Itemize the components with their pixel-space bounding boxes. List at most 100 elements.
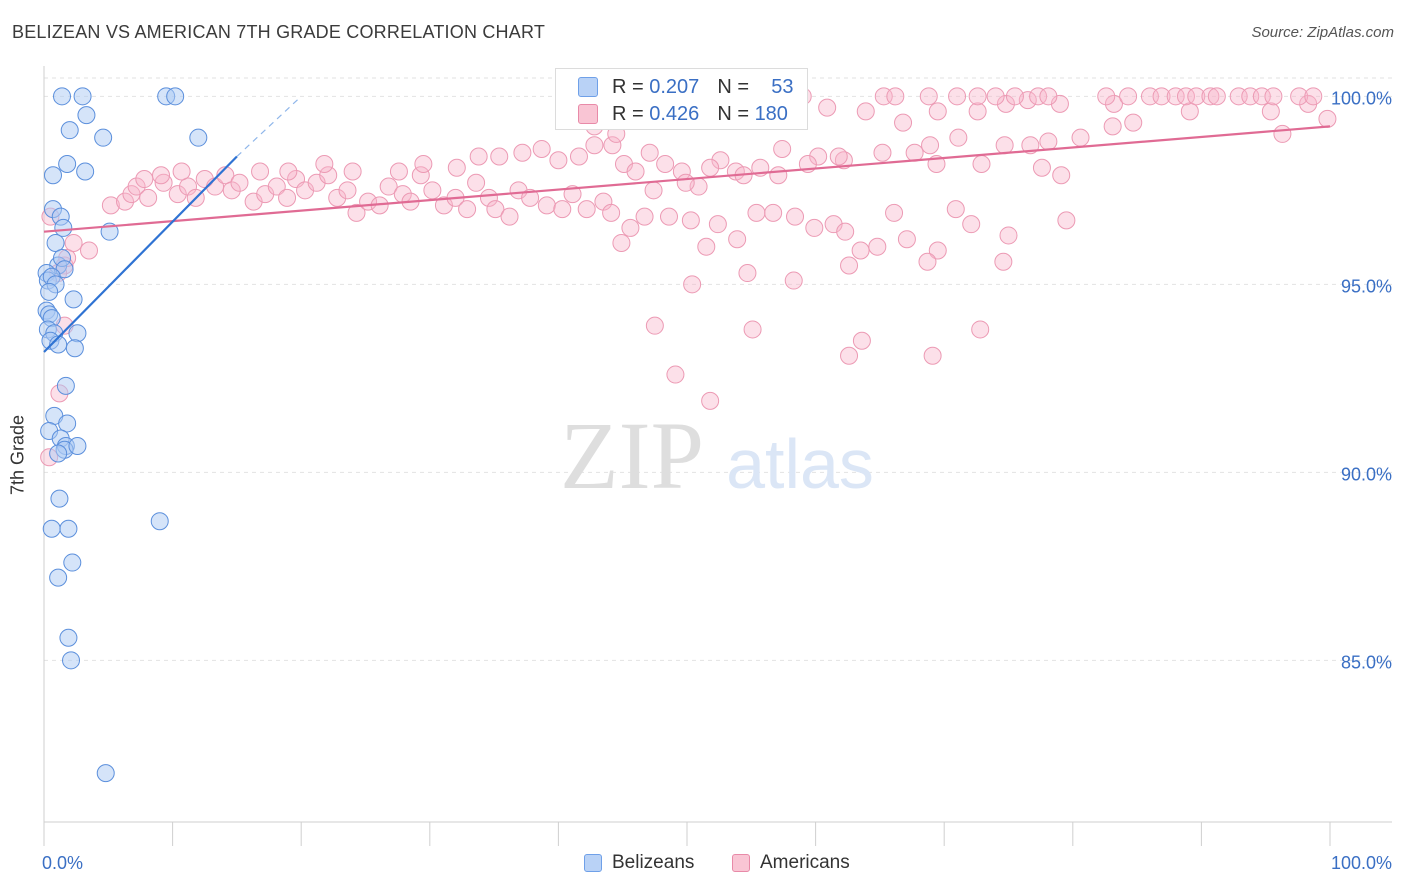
stats-legend: R = 0.207 N = 53 R = 0.426 N = 180 bbox=[555, 68, 808, 130]
source-credit: Source: ZipAtlas.com bbox=[1251, 24, 1394, 41]
american-point bbox=[135, 170, 154, 189]
tick-labels: 85.0% 90.0% 95.0% 100.0% 0.0% 100.0% bbox=[42, 88, 1392, 873]
american-point bbox=[946, 200, 965, 219]
belizean-point bbox=[49, 568, 68, 587]
american-point bbox=[996, 94, 1015, 113]
american-point bbox=[1052, 166, 1071, 185]
american-point bbox=[764, 203, 783, 222]
american-point bbox=[968, 102, 987, 121]
belizean-point bbox=[58, 155, 77, 173]
american-point bbox=[251, 162, 270, 181]
american-point bbox=[640, 143, 659, 162]
american-point bbox=[769, 166, 788, 185]
r-label: R = bbox=[612, 102, 644, 125]
american-point bbox=[1039, 132, 1058, 151]
american-point bbox=[644, 181, 663, 200]
belizeans-swatch bbox=[578, 77, 598, 97]
american-point bbox=[569, 147, 588, 166]
american-point bbox=[868, 237, 887, 256]
american-point bbox=[747, 203, 766, 222]
legend-label-americans: Americans bbox=[760, 852, 850, 873]
american-point bbox=[537, 196, 556, 215]
american-point bbox=[127, 177, 146, 196]
american-point bbox=[172, 162, 191, 181]
american-point bbox=[786, 207, 805, 226]
american-point bbox=[1318, 109, 1337, 128]
belizean-point bbox=[73, 87, 92, 106]
american-point bbox=[152, 166, 171, 185]
american-point bbox=[64, 233, 83, 252]
american-point bbox=[80, 241, 99, 260]
legend-item-americans[interactable]: Americans bbox=[732, 852, 850, 874]
american-point bbox=[479, 188, 498, 207]
belizean-point bbox=[189, 128, 208, 147]
american-point bbox=[1039, 87, 1058, 106]
american-point bbox=[230, 173, 249, 192]
belizean-point bbox=[62, 651, 81, 670]
y-tick-label: 85.0% bbox=[1341, 652, 1392, 672]
american-point bbox=[1261, 102, 1280, 121]
r-label: R = bbox=[612, 75, 644, 98]
stats-row-americans: R = 0.426 N = 180 bbox=[578, 102, 788, 126]
american-point bbox=[1207, 87, 1226, 106]
americans-swatch bbox=[578, 104, 598, 124]
american-point bbox=[222, 181, 241, 200]
legend-item-belizeans[interactable]: Belizeans bbox=[584, 852, 694, 874]
american-point bbox=[635, 207, 654, 226]
american-point bbox=[905, 143, 924, 162]
american-point bbox=[347, 203, 366, 222]
belizeans-trend-line bbox=[43, 155, 238, 353]
american-point bbox=[1180, 102, 1199, 121]
american-point bbox=[840, 346, 859, 365]
american-point bbox=[490, 147, 509, 166]
american-point bbox=[379, 177, 398, 196]
belizean-point bbox=[64, 290, 83, 309]
american-point bbox=[139, 188, 158, 207]
american-point bbox=[656, 155, 675, 173]
belizean-point bbox=[150, 512, 169, 531]
american-point bbox=[1290, 87, 1309, 106]
n-value-belizeans: 53 bbox=[771, 75, 794, 98]
american-point bbox=[743, 320, 762, 339]
american-point bbox=[894, 113, 913, 132]
american-point bbox=[683, 275, 702, 294]
american-point bbox=[315, 155, 334, 173]
american-point bbox=[829, 147, 848, 166]
trend-lines bbox=[43, 95, 1331, 353]
american-point bbox=[928, 241, 947, 260]
american-point bbox=[577, 200, 596, 219]
belizean-point bbox=[59, 628, 78, 647]
american-point bbox=[928, 102, 947, 121]
belizean-point bbox=[53, 87, 72, 106]
american-point bbox=[101, 196, 120, 215]
n-label: N = bbox=[717, 102, 749, 125]
legend-label-belizeans: Belizeans bbox=[612, 852, 695, 873]
american-point bbox=[962, 215, 981, 234]
belizean-point bbox=[50, 489, 69, 508]
american-point bbox=[676, 173, 695, 192]
american-point bbox=[711, 151, 730, 170]
american-point bbox=[728, 230, 747, 249]
axes bbox=[43, 66, 1392, 846]
belizean-point bbox=[42, 519, 61, 538]
american-point bbox=[852, 331, 871, 350]
belizean-point bbox=[166, 87, 185, 106]
american-point bbox=[621, 218, 640, 237]
belizean-point bbox=[65, 339, 84, 358]
belizean-point bbox=[46, 233, 65, 252]
american-point bbox=[1124, 113, 1143, 132]
american-point bbox=[500, 207, 519, 226]
american-point bbox=[738, 264, 757, 283]
american-point bbox=[701, 391, 720, 410]
american-point bbox=[549, 151, 568, 170]
american-point bbox=[999, 226, 1018, 245]
american-point bbox=[968, 87, 987, 106]
american-point bbox=[919, 87, 938, 106]
belizean-point bbox=[68, 324, 87, 343]
american-point bbox=[708, 215, 727, 234]
american-point bbox=[1071, 128, 1090, 147]
american-point bbox=[1264, 87, 1283, 106]
american-point bbox=[1032, 158, 1051, 177]
american-point bbox=[784, 271, 803, 290]
